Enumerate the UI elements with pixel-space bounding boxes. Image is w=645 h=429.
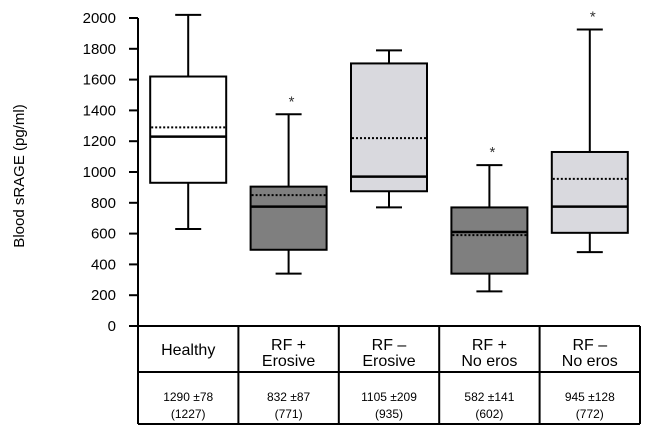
significance-marker: *: [489, 144, 495, 161]
box: [450, 206, 529, 275]
stat-mean-se: 1290 ±78: [163, 390, 213, 404]
category-label: RF +: [472, 337, 507, 354]
stat-median: (602): [475, 407, 503, 421]
category-label-line2: No eros: [562, 353, 618, 370]
y-tick-label: 1400: [83, 102, 116, 119]
box: [249, 185, 328, 251]
y-tick-label: 400: [91, 256, 116, 273]
category-label: RF –: [372, 337, 407, 354]
significance-marker: *: [289, 93, 295, 110]
box-group: *: [450, 144, 529, 293]
y-tick-label: 1600: [83, 72, 116, 89]
box: [149, 75, 228, 184]
stat-mean-se: 945 ±128: [565, 390, 615, 404]
significance-marker: *: [590, 9, 596, 26]
category-label: Healthy: [161, 342, 215, 359]
stat-median: (1227): [171, 407, 206, 421]
stat-mean-se: 832 ±87: [267, 390, 311, 404]
y-tick-label: 2000: [83, 10, 116, 27]
box-group: [350, 49, 428, 209]
y-axis-label: Blood sRAGE (pg/ml): [11, 104, 28, 247]
y-tick-label: 200: [91, 287, 116, 304]
stat-mean-se: 582 ±141: [464, 390, 514, 404]
category-label-line2: No eros: [461, 353, 517, 370]
category-label: RF +: [271, 337, 306, 354]
y-tick-label: 600: [91, 226, 116, 243]
box-group: [149, 13, 228, 230]
box: [550, 150, 629, 234]
y-tick-label: 1800: [83, 41, 116, 58]
box-series: * * *: [149, 9, 629, 293]
y-tick-label: 800: [91, 195, 116, 212]
y-tick-label: 1000: [83, 164, 116, 181]
box-group: *: [550, 9, 629, 254]
stat-median: (772): [576, 407, 604, 421]
stat-mean-se: 1105 ±209: [361, 390, 417, 404]
stat-median: (935): [375, 407, 403, 421]
category-label: RF –: [572, 337, 607, 354]
y-tick-label: 0: [108, 318, 116, 335]
box-group: *: [249, 93, 328, 275]
box: [350, 62, 428, 193]
category-label-line2: Erosive: [362, 353, 415, 370]
y-axis: 0 200 400 600 800 1000 1200 1400 1600 1800 2000: [83, 10, 139, 335]
category-label-line2: Erosive: [262, 353, 315, 370]
y-tick-label: 1200: [83, 133, 116, 150]
stat-median: (771): [275, 407, 303, 421]
